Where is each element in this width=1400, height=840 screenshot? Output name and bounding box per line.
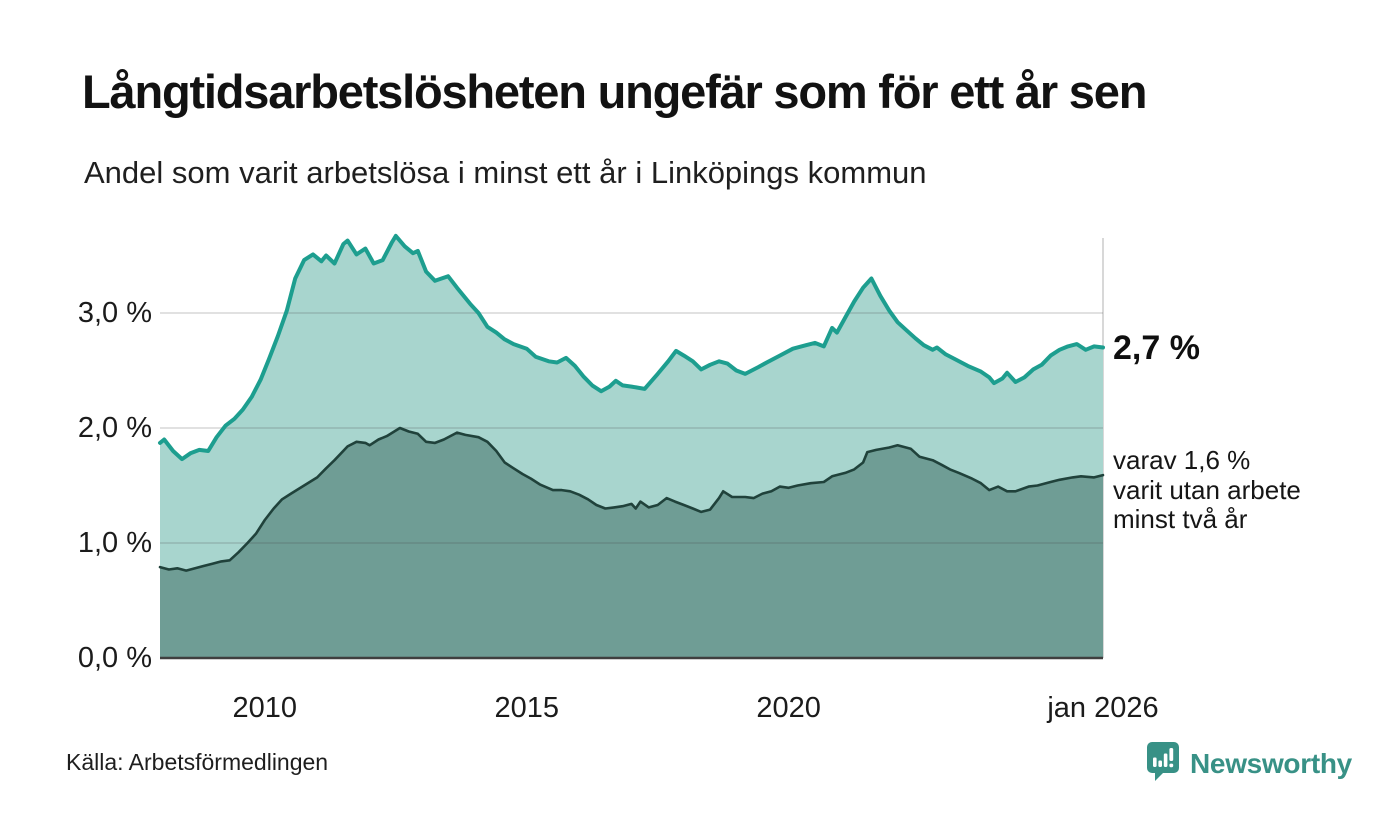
breakdown-annotation: varav 1,6 % varit utan arbete minst två … [1113,445,1301,535]
source-note: Källa: Arbetsförmedlingen [66,749,329,775]
brand-name: Newsworthy [1190,748,1352,779]
breakdown-line-3: minst två år [1113,504,1248,534]
page-subtitle: Andel som varit arbetslösa i minst ett å… [84,155,927,190]
x-tick-label: 2015 [494,692,559,724]
end-value-annotation: 2,7 % [1113,329,1200,367]
y-tick-label: 0,0 % [77,642,152,674]
x-tick-label: 2020 [756,692,821,724]
x-tick-label: jan 2026 [1047,692,1159,724]
breakdown-line-2: varit utan arbete [1113,474,1301,505]
series-line-1 [158,426,1105,572]
y-tick-label: 1,0 % [77,527,152,559]
newsworthy-badge-icon [1146,741,1180,787]
breakdown-line-1: varav 1,6 % [1113,445,1251,475]
page-title: Långtidsarbetslösheten ungefär som för e… [82,65,1147,118]
y-tick-label: 3,0 % [77,297,152,329]
brand-logo: Newsworthy [1146,741,1352,787]
series-area-1 [160,428,1103,658]
series-line-0 [158,233,1105,462]
x-tick-label: 2010 [232,692,298,724]
y-tick-label: 2,0 % [77,412,152,444]
